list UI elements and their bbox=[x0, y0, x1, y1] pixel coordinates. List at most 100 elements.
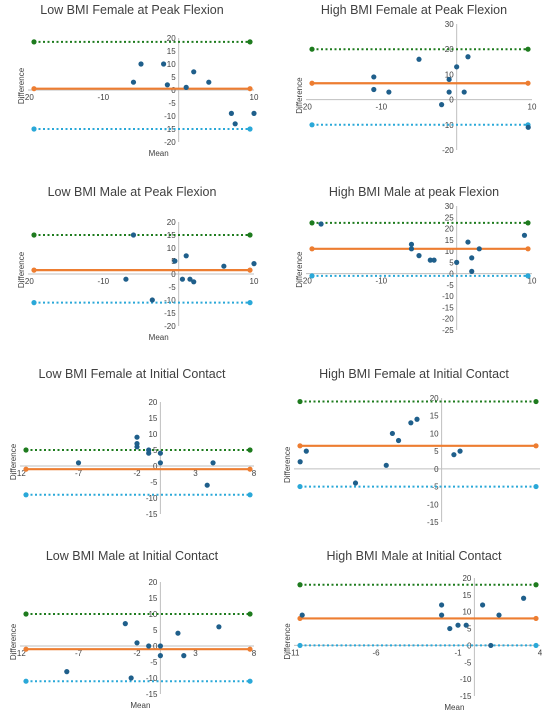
y-axis-title: Difference bbox=[9, 623, 18, 660]
data-point bbox=[454, 259, 460, 265]
upper-limit-line-marker bbox=[31, 39, 37, 45]
data-point bbox=[179, 276, 186, 282]
x-tick-label: 8 bbox=[252, 649, 257, 658]
upper-limit-line-marker bbox=[525, 220, 531, 226]
lower-limit-line-marker bbox=[247, 492, 253, 498]
lower-limit-line-marker bbox=[23, 678, 29, 684]
y-tick-label: 0 bbox=[153, 642, 158, 651]
data-point bbox=[408, 246, 415, 252]
data-point bbox=[383, 462, 389, 468]
data-point bbox=[480, 602, 486, 608]
data-point bbox=[206, 79, 212, 85]
upper-limit-line-marker bbox=[297, 582, 303, 588]
data-point bbox=[183, 84, 189, 90]
data-point bbox=[521, 232, 528, 238]
mean-difference-line-marker bbox=[247, 267, 253, 273]
x-tick-label: -10 bbox=[376, 103, 388, 112]
x-axis-title: Mean bbox=[130, 701, 150, 710]
y-tick-label: -5 bbox=[169, 99, 177, 108]
y-tick-label: -10 bbox=[427, 500, 439, 509]
y-axis-title: Difference bbox=[295, 251, 304, 288]
data-point bbox=[439, 102, 445, 108]
y-tick-label: 0 bbox=[171, 270, 176, 279]
y-tick-label: 10 bbox=[462, 608, 471, 617]
data-point bbox=[395, 437, 402, 444]
y-tick-label: 15 bbox=[430, 412, 439, 421]
x-tick-label: -2 bbox=[133, 469, 141, 478]
data-point bbox=[461, 89, 467, 95]
x-tick-label: 10 bbox=[528, 103, 537, 112]
data-point bbox=[465, 54, 471, 60]
x-tick-label: 4 bbox=[538, 648, 543, 657]
chart-title: Low BMI Male at Peak Flexion bbox=[48, 185, 217, 199]
data-point bbox=[439, 602, 445, 608]
lower-limit-line-marker bbox=[297, 483, 303, 490]
y-tick-label: 10 bbox=[167, 244, 176, 253]
y-tick-label: -25 bbox=[442, 326, 454, 335]
y-tick-label: -10 bbox=[460, 675, 472, 684]
lower-limit-line-marker bbox=[533, 483, 539, 490]
x-axis-title: Mean bbox=[444, 703, 464, 712]
mean-difference-line-marker bbox=[525, 80, 531, 86]
x-tick-label: 10 bbox=[250, 277, 259, 286]
data-point bbox=[134, 434, 140, 440]
data-point bbox=[191, 69, 197, 75]
x-tick-label: -7 bbox=[75, 649, 83, 658]
chart-panel-3: Low BMI Male at Peak Flexion -20 -15 -10 -5 0… bbox=[17, 185, 259, 342]
x-tick-label: 8 bbox=[252, 469, 257, 478]
data-point bbox=[371, 86, 377, 93]
mean-difference-line-marker bbox=[533, 615, 539, 622]
data-point bbox=[251, 261, 257, 267]
x-tick-label: -2 bbox=[133, 649, 141, 658]
y-tick-label: 15 bbox=[167, 47, 176, 56]
y-tick-label: -10 bbox=[442, 292, 454, 301]
data-point bbox=[149, 297, 155, 303]
y-tick-label: 5 bbox=[449, 258, 454, 267]
data-point bbox=[157, 450, 163, 456]
y-axis-title: Difference bbox=[17, 251, 26, 288]
y-tick-label: 0 bbox=[171, 86, 176, 95]
y-tick-label: 0 bbox=[467, 641, 472, 650]
y-tick-label: -15 bbox=[164, 309, 176, 318]
y-tick-label: 5 bbox=[434, 447, 439, 456]
data-point bbox=[75, 460, 82, 466]
data-point bbox=[389, 430, 395, 437]
upper-limit-line-marker bbox=[533, 398, 539, 405]
lower-limit-line-marker bbox=[247, 300, 253, 306]
y-tick-label: -20 bbox=[164, 322, 176, 331]
upper-limit-line-marker bbox=[309, 220, 315, 226]
y-tick-label: 10 bbox=[445, 70, 454, 79]
y-tick-label: 15 bbox=[445, 236, 454, 245]
upper-limit-line-marker bbox=[309, 46, 315, 52]
x-tick-label: -10 bbox=[98, 93, 110, 102]
data-point bbox=[161, 61, 167, 67]
data-point bbox=[130, 79, 137, 85]
mean-difference-line-marker bbox=[23, 466, 29, 472]
y-tick-label: -15 bbox=[460, 692, 472, 701]
y-tick-label: 20 bbox=[148, 578, 157, 587]
x-tick-label: 3 bbox=[193, 469, 198, 478]
lower-limit-line-marker bbox=[31, 126, 37, 132]
data-point bbox=[146, 643, 152, 649]
data-point bbox=[157, 653, 163, 659]
y-tick-label: -5 bbox=[464, 658, 472, 667]
data-point bbox=[123, 276, 129, 282]
data-point bbox=[525, 124, 531, 130]
data-point bbox=[455, 622, 461, 628]
y-tick-label: -20 bbox=[442, 146, 454, 155]
data-point bbox=[488, 642, 494, 649]
data-point bbox=[465, 239, 471, 245]
lower-limit-line-marker bbox=[247, 678, 253, 684]
y-tick-label: -10 bbox=[164, 296, 176, 305]
y-tick-label: 10 bbox=[148, 430, 157, 439]
data-point bbox=[164, 82, 170, 88]
lower-limit-line-marker bbox=[247, 126, 253, 132]
y-tick-label: 5 bbox=[467, 625, 472, 634]
data-point bbox=[451, 452, 457, 458]
data-point bbox=[134, 640, 140, 646]
x-tick-label: 3 bbox=[193, 649, 198, 658]
y-tick-label: 10 bbox=[430, 429, 439, 438]
data-point bbox=[181, 653, 187, 659]
lower-limit-line-marker bbox=[23, 492, 29, 498]
x-tick-label: -10 bbox=[98, 277, 110, 286]
